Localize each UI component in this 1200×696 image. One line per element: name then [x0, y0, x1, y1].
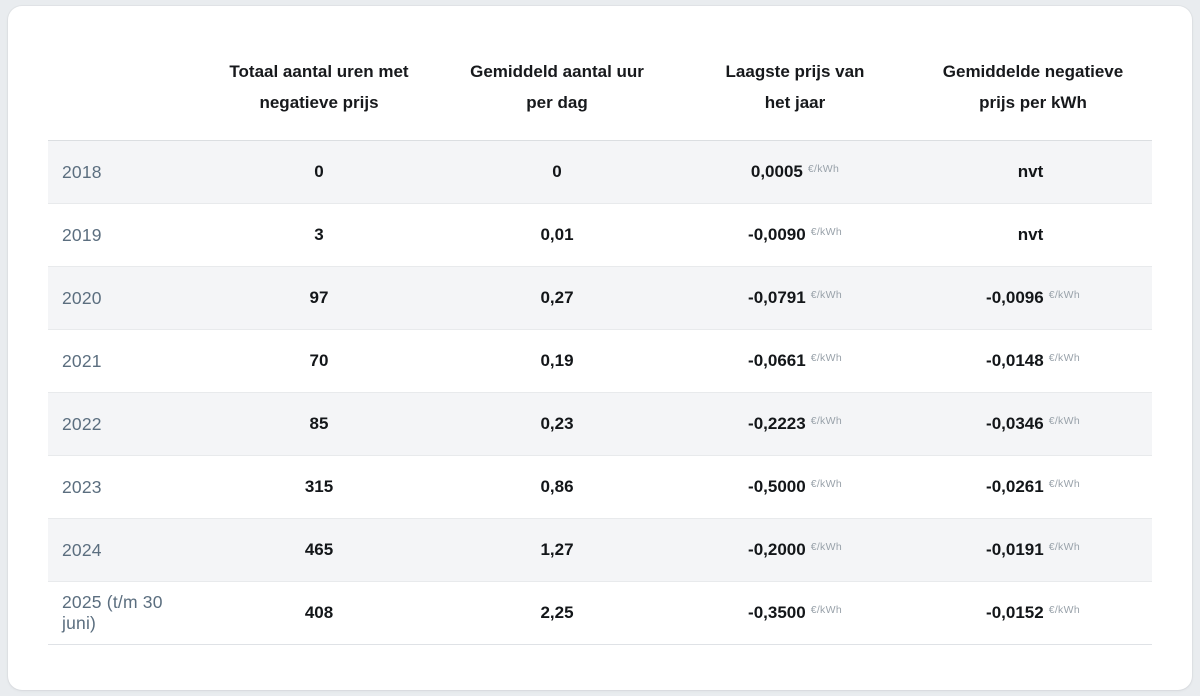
price-number: -0,0096 — [986, 288, 1044, 307]
price-unit: €/kWh — [810, 289, 842, 301]
avg-per-day-value: 0,86 — [540, 477, 574, 496]
year-label: 2022 — [62, 413, 102, 434]
avg-per-day-value: 0,27 — [540, 288, 574, 307]
total-hours-value: 85 — [309, 414, 329, 433]
table-header-row: Totaal aantal uren met negatieve prijs G… — [48, 6, 1152, 141]
total-hours-value: 3 — [314, 225, 324, 244]
year-label: 2025 (t/m 30 juni) — [62, 592, 163, 633]
header-line: Gemiddelde negatieve — [942, 62, 1124, 81]
table-row: 2023 315 0,86 -0,5000 €/kWh -0,0261 €/kWh — [48, 456, 1152, 519]
negative-price-table: Totaal aantal uren met negatieve prijs G… — [48, 6, 1152, 645]
price-number: -0,0152 — [986, 603, 1044, 622]
lowest-price-value: -0,3500 €/kWh — [676, 603, 914, 623]
price-unit: €/kWh — [810, 415, 842, 427]
year-label: 2023 — [62, 476, 102, 497]
price-number: -0,2000 — [748, 540, 806, 559]
price-unit: €/kWh — [810, 541, 842, 553]
price-unit: €/kWh — [810, 226, 842, 238]
header-line: Laagste prijs van — [725, 62, 865, 81]
price-unit: €/kWh — [1048, 604, 1080, 616]
avg-negative-price-value: -0,0346 €/kWh — [914, 414, 1152, 434]
table-row: 2025 (t/m 30 juni) 408 2,25 -0,3500 €/kWh… — [48, 582, 1152, 645]
total-hours-value: 0 — [314, 162, 324, 181]
avg-negative-price-value: -0,0148 €/kWh — [914, 351, 1152, 371]
lowest-price-value: 0,0005 €/kWh — [676, 162, 914, 182]
price-number: -0,0191 — [986, 540, 1044, 559]
avg-per-day-value: 0,23 — [540, 414, 574, 433]
avg-negative-price-value: nvt — [914, 225, 1152, 245]
table-row: 2024 465 1,27 -0,2000 €/kWh -0,0191 €/kWh — [48, 519, 1152, 582]
year-label: 2024 — [62, 539, 102, 560]
header-cell-avg-per-day: Gemiddeld aantal uur per dag — [438, 56, 676, 140]
price-unit: €/kWh — [810, 352, 842, 364]
price-unit: €/kWh — [1048, 541, 1080, 553]
price-number: -0,3500 — [748, 603, 806, 622]
lowest-price-value: -0,0090 €/kWh — [676, 225, 914, 245]
price-number: -0,0148 — [986, 351, 1044, 370]
avg-negative-price-value: -0,0191 €/kWh — [914, 540, 1152, 560]
year-label: 2021 — [62, 350, 102, 371]
header-line: negatieve prijs — [259, 93, 379, 112]
avg-negative-price-value: -0,0096 €/kWh — [914, 288, 1152, 308]
price-number: 0,0005 — [750, 162, 803, 181]
total-hours-value: 97 — [309, 288, 329, 307]
table-row: 2020 97 0,27 -0,0791 €/kWh -0,0096 €/kWh — [48, 267, 1152, 330]
price-number: -0,0661 — [748, 351, 806, 370]
lowest-price-value: -0,0791 €/kWh — [676, 288, 914, 308]
lowest-price-value: -0,5000 €/kWh — [676, 477, 914, 497]
header-cell-total-hours: Totaal aantal uren met negatieve prijs — [200, 56, 438, 140]
year-label: 2020 — [62, 287, 102, 308]
price-number: -0,0261 — [986, 477, 1044, 496]
year-label: 2018 — [62, 161, 102, 182]
price-number: nvt — [1017, 225, 1044, 244]
header-line: per dag — [526, 93, 588, 112]
price-unit: €/kWh — [810, 604, 842, 616]
avg-per-day-value: 0,19 — [540, 351, 574, 370]
header-line: Gemiddeld aantal uur — [470, 62, 644, 81]
header-line: het jaar — [764, 93, 826, 112]
price-number: -0,2223 — [748, 414, 806, 433]
lowest-price-value: -0,2000 €/kWh — [676, 540, 914, 560]
price-number: -0,0346 — [986, 414, 1044, 433]
avg-negative-price-value: nvt — [914, 162, 1152, 182]
avg-per-day-value: 0,01 — [540, 225, 574, 244]
avg-per-day-value: 0 — [552, 162, 562, 181]
price-unit: €/kWh — [1048, 289, 1080, 301]
avg-per-day-value: 2,25 — [540, 603, 574, 622]
avg-negative-price-value: -0,0261 €/kWh — [914, 477, 1152, 497]
total-hours-value: 315 — [304, 477, 334, 496]
price-unit: €/kWh — [1048, 415, 1080, 427]
table-row: 2022 85 0,23 -0,2223 €/kWh -0,0346 €/kWh — [48, 393, 1152, 456]
header-line: prijs per kWh — [979, 93, 1087, 112]
header-cell-year — [48, 87, 200, 109]
header-cell-lowest-price: Laagste prijs van het jaar — [676, 56, 914, 140]
table-row: 2019 3 0,01 -0,0090 €/kWh nvt — [48, 204, 1152, 267]
lowest-price-value: -0,0661 €/kWh — [676, 351, 914, 371]
price-number: nvt — [1017, 162, 1044, 181]
price-number: -0,0090 — [748, 225, 806, 244]
price-unit: €/kWh — [1048, 478, 1080, 490]
table-row: 2021 70 0,19 -0,0661 €/kWh -0,0148 €/kWh — [48, 330, 1152, 393]
total-hours-value: 465 — [304, 540, 334, 559]
total-hours-value: 70 — [309, 351, 329, 370]
total-hours-value: 408 — [304, 603, 334, 622]
header-cell-avg-negative-price: Gemiddelde negatieve prijs per kWh — [914, 56, 1152, 140]
price-unit: €/kWh — [807, 163, 840, 175]
price-number: -0,0791 — [748, 288, 806, 307]
avg-negative-price-value: -0,0152 €/kWh — [914, 603, 1152, 623]
price-number: -0,5000 — [748, 477, 806, 496]
price-unit: €/kWh — [1048, 352, 1080, 364]
price-unit: €/kWh — [810, 478, 842, 490]
lowest-price-value: -0,2223 €/kWh — [676, 414, 914, 434]
table-card: Totaal aantal uren met negatieve prijs G… — [8, 6, 1192, 690]
avg-per-day-value: 1,27 — [540, 540, 574, 559]
header-line: Totaal aantal uren met — [229, 62, 409, 81]
year-label: 2019 — [62, 224, 102, 245]
table-row: 2018 0 0 0,0005 €/kWh nvt — [48, 141, 1152, 204]
